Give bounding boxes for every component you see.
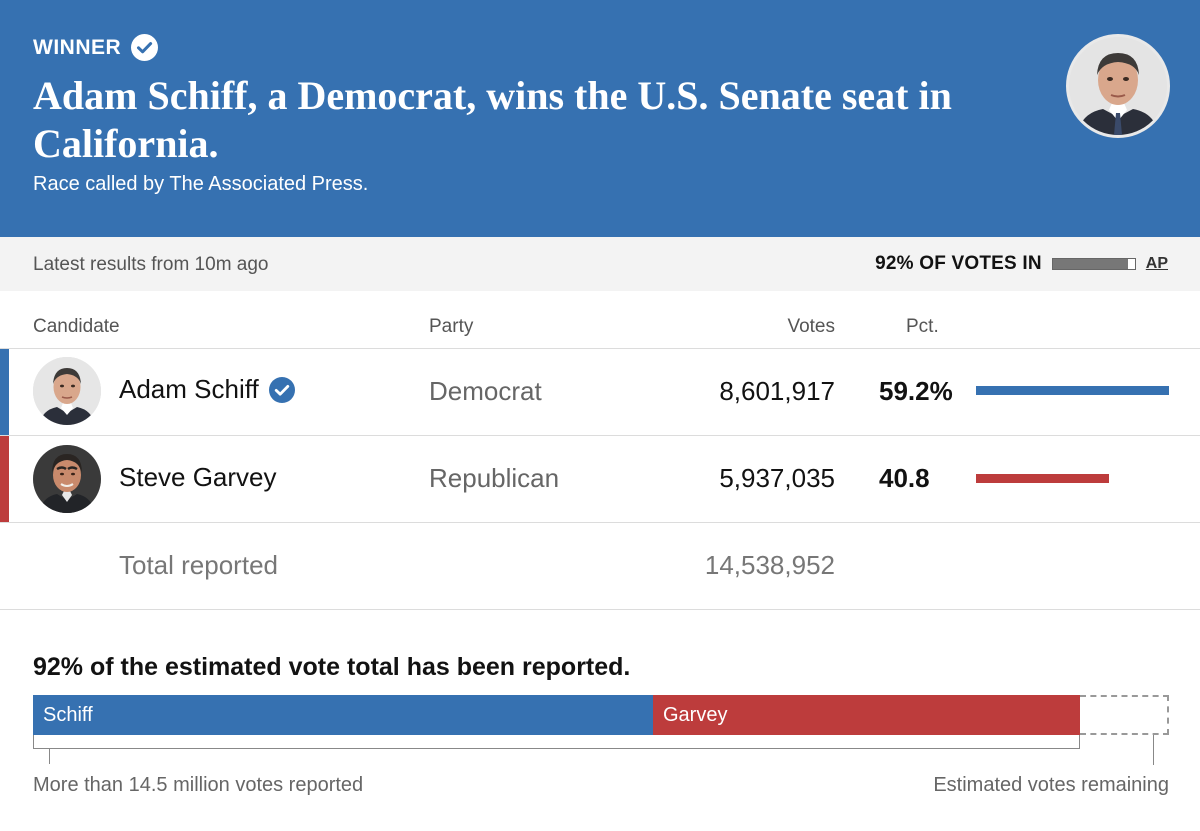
candidate-votes: 5,937,035 <box>719 463 835 493</box>
col-header-party: Party <box>429 316 474 337</box>
segment-label: Schiff <box>43 704 93 726</box>
col-header-pct: Pct. <box>906 316 939 337</box>
race-called-note: Race called by The Associated Press. <box>33 173 369 195</box>
results-status-bar: Latest results from 10m ago 92% OF VOTES… <box>0 237 1200 291</box>
votes-in-progress-fill <box>1052 259 1129 269</box>
candidate-pct: 59.2% <box>879 376 953 406</box>
winner-portrait <box>1066 34 1170 138</box>
votes-in-indicator: 92% OF VOTES IN AP <box>875 253 1168 275</box>
table-bottom-divider <box>0 609 1200 610</box>
winner-check-icon <box>268 376 295 403</box>
col-header-candidate: Candidate <box>33 316 120 337</box>
latest-results-time: Latest results from 10m ago <box>33 254 269 275</box>
candidate-name: Adam Schiff <box>119 374 295 405</box>
candidate-pct-bar <box>976 474 1109 483</box>
party-color-stripe <box>0 349 9 435</box>
votes-in-progress-bar <box>1051 258 1136 270</box>
candidate-name-text: Adam Schiff <box>119 374 259 404</box>
estimated-vote-bar: Schiff Garvey <box>33 695 1169 735</box>
candidate-name: Steve Garvey <box>119 462 277 493</box>
winner-banner: WINNER Adam Schiff, a Democrat, wins the… <box>0 0 1200 237</box>
left-caption-pointer <box>49 748 50 764</box>
candidate-name-text: Steve Garvey <box>119 462 277 492</box>
estimate-title: 92% of the estimated vote total has been… <box>33 653 631 681</box>
vote-share-segment: Schiff <box>33 695 653 735</box>
winner-row: WINNER <box>33 34 159 61</box>
right-caption-pointer <box>1153 735 1154 765</box>
candidate-pct-bar <box>976 386 1169 395</box>
candidate-avatar <box>33 445 101 513</box>
total-reported-votes: 14,538,952 <box>704 550 835 580</box>
remaining-votes-segment <box>1080 695 1169 735</box>
candidate-pct: 40.8 <box>879 463 930 493</box>
col-header-votes: Votes <box>787 316 835 337</box>
ap-source-link[interactable]: AP <box>1145 255 1168 272</box>
reported-bracket-tick <box>1079 735 1080 749</box>
reported-bracket-line <box>33 748 1080 749</box>
row-divider <box>0 348 1200 349</box>
winner-label: WINNER <box>33 35 122 59</box>
votes-reported-caption: More than 14.5 million votes reported <box>33 774 364 796</box>
party-color-stripe <box>0 436 9 522</box>
verified-check-icon <box>131 34 159 61</box>
candidate-avatar <box>33 357 101 425</box>
row-divider <box>0 522 1200 523</box>
segment-label: Garvey <box>663 704 728 726</box>
row-divider <box>0 435 1200 436</box>
votes-remaining-caption: Estimated votes remaining <box>933 774 1169 796</box>
reported-bracket-tick <box>33 735 34 749</box>
vote-share-segment: Garvey <box>653 695 1080 735</box>
candidate-party: Democrat <box>429 376 542 406</box>
candidate-party: Republican <box>429 463 560 493</box>
candidate-votes: 8,601,917 <box>719 376 835 406</box>
headline: Adam Schiff, a Democrat, wins the U.S. S… <box>33 73 952 166</box>
total-reported-label: Total reported <box>119 550 278 580</box>
votes-in-label: 92% OF VOTES IN <box>875 253 1042 274</box>
